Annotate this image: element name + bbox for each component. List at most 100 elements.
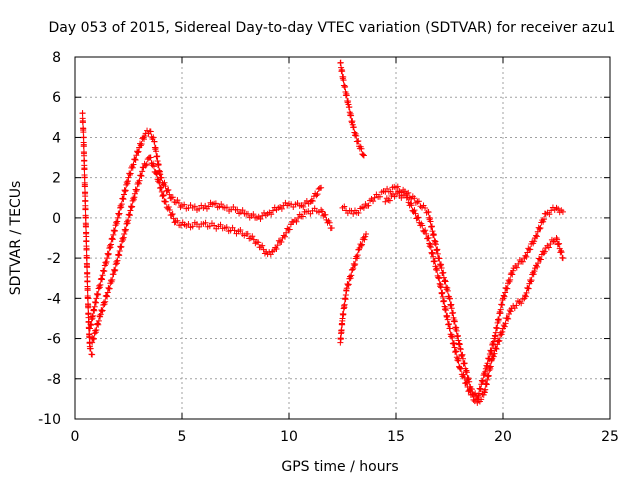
point-steep-upper-fragment — [348, 112, 355, 119]
point-main-upper — [150, 134, 157, 141]
point-main-upper — [144, 127, 151, 134]
y-tick-label: -6 — [47, 332, 61, 348]
point-main-lower — [273, 245, 280, 252]
point-main-lower — [90, 335, 97, 342]
point-afternoon-upper — [458, 352, 465, 359]
point-afternoon-upper — [422, 204, 429, 211]
point-afternoon-upper — [522, 252, 529, 259]
point-steep-lower-fragment — [350, 265, 357, 272]
point-afternoon-lower — [466, 387, 473, 394]
point-steep-lower-fragment — [345, 281, 352, 288]
point-main-upper — [257, 215, 264, 222]
point-afternoon-upper — [459, 351, 466, 358]
point-afternoon-lower — [527, 278, 534, 285]
point-main-lower — [250, 236, 257, 243]
point-main-lower — [152, 169, 159, 176]
point-spike-start — [89, 351, 96, 358]
point-main-upper — [124, 178, 131, 185]
point-main-lower — [159, 193, 166, 200]
point-afternoon-upper — [430, 231, 437, 238]
point-spike-start — [83, 237, 90, 244]
point-afternoon-lower — [487, 363, 494, 370]
plot-frame — [74, 56, 611, 420]
point-afternoon-upper — [513, 264, 520, 271]
point-main-lower — [133, 187, 140, 194]
point-main-upper — [95, 285, 102, 292]
point-main-lower — [231, 227, 238, 234]
point-main-upper — [107, 244, 114, 251]
point-afternoon-lower — [435, 274, 442, 281]
point-main-lower — [278, 239, 285, 246]
point-main-lower — [217, 221, 224, 228]
point-afternoon-lower — [490, 353, 497, 360]
point-main-lower — [244, 230, 251, 237]
point-steep-lower-fragment — [358, 242, 365, 249]
point-main-lower — [322, 211, 329, 218]
point-steep-lower-fragment — [362, 233, 369, 240]
point-main-lower — [122, 227, 129, 234]
point-main-upper — [103, 258, 110, 265]
point-afternoon-lower — [456, 364, 463, 371]
point-afternoon-upper — [532, 232, 539, 239]
point-main-upper — [108, 241, 115, 248]
point-steep-lower-fragment — [349, 266, 356, 273]
point-afternoon-lower — [426, 240, 433, 247]
point-afternoon-lower — [447, 325, 454, 332]
point-main-lower — [138, 173, 145, 180]
point-main-upper — [118, 201, 125, 208]
point-afternoon-upper — [438, 261, 445, 268]
y-tick-label: 0 — [52, 211, 61, 227]
point-afternoon-lower — [419, 222, 426, 229]
point-afternoon-upper — [480, 377, 487, 384]
point-main-upper — [162, 183, 169, 190]
point-main-upper — [129, 164, 136, 171]
point-main-upper — [138, 141, 145, 148]
point-main-lower — [104, 293, 111, 300]
point-steep-upper-fragment — [340, 77, 347, 84]
point-afternoon-upper — [427, 218, 434, 225]
point-afternoon-lower — [499, 328, 506, 335]
point-main-lower — [153, 170, 160, 177]
point-steep-upper-fragment — [360, 152, 367, 159]
point-main-upper — [205, 203, 212, 210]
point-spike-start — [82, 206, 89, 213]
point-steep-upper-fragment — [360, 151, 367, 158]
point-main-lower — [131, 190, 138, 197]
point-main-upper — [99, 276, 106, 283]
point-afternoon-upper — [440, 269, 447, 276]
point-main-lower — [150, 163, 157, 170]
point-main-lower — [150, 160, 157, 167]
point-main-lower — [157, 185, 164, 192]
point-main-upper — [151, 138, 158, 145]
point-afternoon-lower — [482, 386, 489, 393]
point-main-lower — [130, 196, 137, 203]
point-main-lower — [97, 311, 104, 318]
point-afternoon-lower — [513, 302, 520, 309]
point-main-lower — [95, 317, 102, 324]
point-main-lower — [319, 208, 326, 215]
point-main-upper — [191, 203, 198, 210]
point-afternoon-lower — [478, 396, 485, 403]
point-afternoon-lower — [423, 230, 430, 237]
point-main-lower — [122, 226, 129, 233]
point-main-lower — [95, 321, 102, 328]
point-main-upper — [165, 186, 172, 193]
point-spike-start — [80, 134, 87, 141]
point-steep-lower-fragment — [345, 282, 352, 289]
point-afternoon-lower — [486, 364, 493, 371]
point-afternoon-upper — [394, 183, 401, 190]
point-main-lower — [155, 176, 162, 183]
point-afternoon-upper — [355, 210, 362, 217]
point-afternoon-lower — [485, 373, 492, 380]
point-main-upper — [135, 148, 142, 155]
point-afternoon-lower — [498, 331, 505, 338]
point-afternoon-lower — [436, 275, 443, 282]
point-afternoon-upper — [365, 202, 372, 209]
point-main-upper — [122, 188, 129, 195]
point-spike-start — [81, 183, 88, 190]
point-afternoon-lower — [505, 315, 512, 322]
point-main-lower — [112, 266, 119, 273]
point-main-upper — [134, 149, 141, 156]
point-afternoon-upper — [482, 368, 489, 375]
point-main-upper — [123, 181, 130, 188]
